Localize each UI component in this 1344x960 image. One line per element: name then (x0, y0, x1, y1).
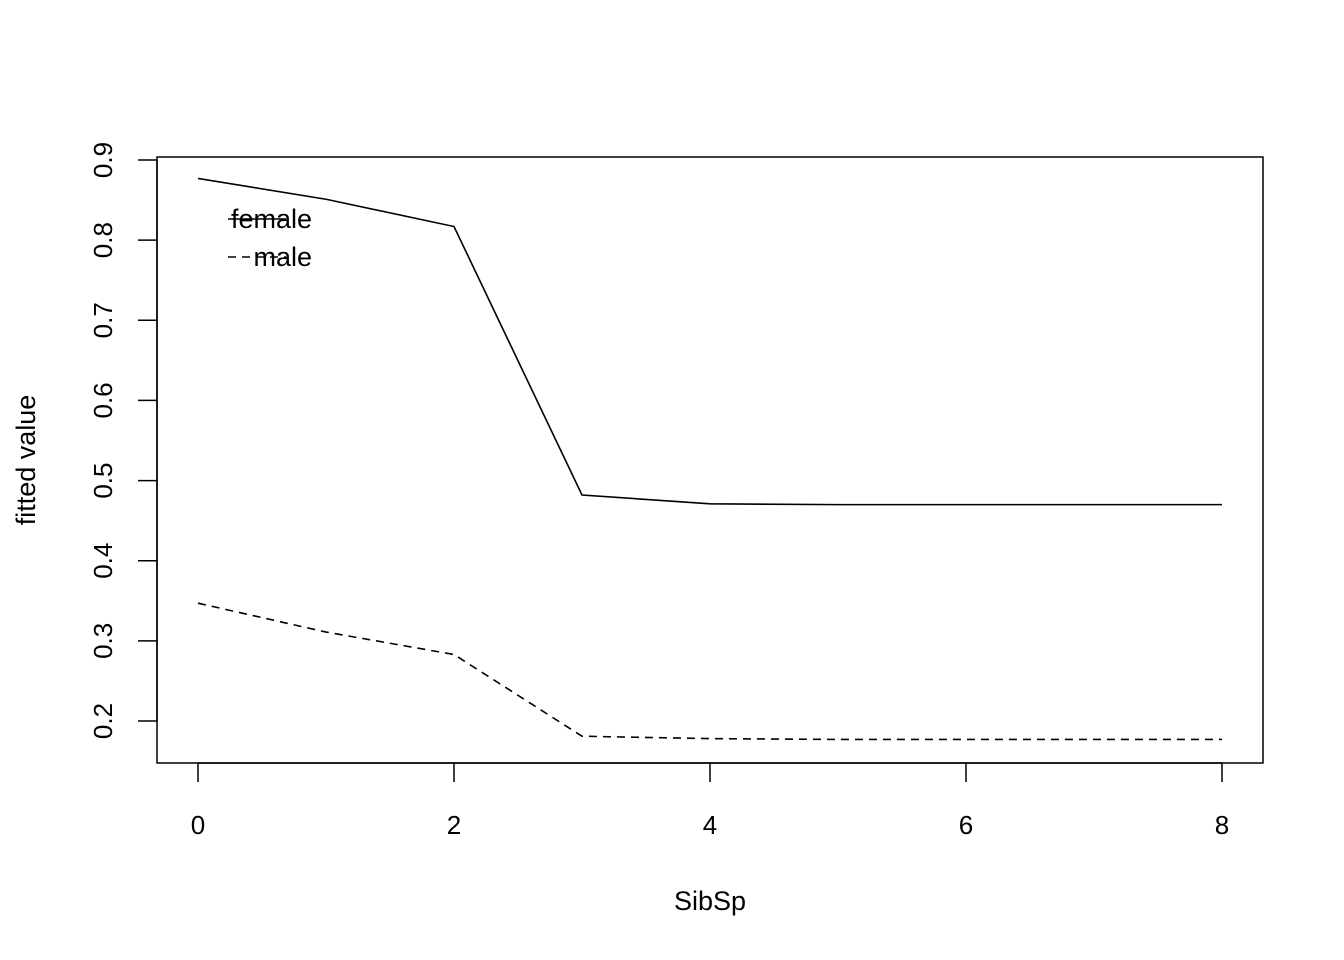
plot-frame (156, 156, 1264, 764)
x-axis: 0 2 4 6 8 (191, 762, 1229, 840)
x-tick-label: 2 (447, 810, 461, 840)
series-line-male (197, 602, 1222, 741)
legend-label-female: female (231, 204, 312, 234)
y-tick-label: 0.8 (88, 222, 118, 258)
y-tick-label: 0.6 (88, 382, 118, 418)
y-axis: 0.2 0.3 0.4 0.5 0.6 0.7 0.8 0.9 (88, 142, 158, 739)
series-layer (197, 177, 1222, 741)
x-tick-label: 0 (191, 810, 205, 840)
y-tick-label: 0.7 (88, 302, 118, 338)
y-tick-label: 0.3 (88, 623, 118, 659)
y-tick-label: 0.4 (88, 543, 118, 579)
legend: female male (228, 204, 312, 272)
y-tick-label: 0.2 (88, 703, 118, 739)
y-axis-label: fitted value (11, 395, 41, 526)
x-tick-label: 8 (1215, 810, 1229, 840)
y-tick-label: 0.9 (88, 142, 118, 178)
y-tick-label: 0.5 (88, 462, 118, 498)
x-tick-label: 4 (703, 810, 717, 840)
legend-label-male: male (253, 242, 312, 272)
x-axis-label: SibSp (674, 886, 746, 916)
series-line-female (197, 177, 1222, 506)
x-tick-label: 6 (959, 810, 973, 840)
